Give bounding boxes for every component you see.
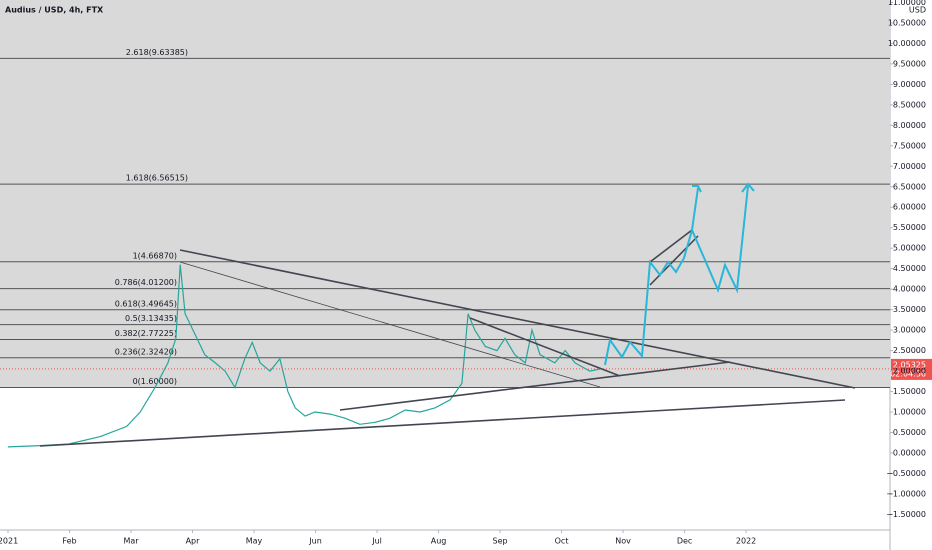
background [0, 0, 890, 388]
fib-label: 2.618(9.63385) [126, 48, 188, 57]
y-tick-label: 11.00000 [888, 0, 926, 7]
x-tick-label: Nov [615, 537, 631, 546]
x-tick-label: Jun [308, 537, 322, 546]
arrow-head [692, 185, 702, 193]
drawings [39, 182, 856, 447]
projection [604, 187, 699, 366]
trend-line [469, 317, 621, 377]
y-tick-label: 1.00000 [893, 408, 926, 417]
y-tick-label: 2.50000 [893, 346, 926, 355]
last-price-box [891, 358, 932, 380]
y-tick-label: 0.00000 [893, 448, 926, 457]
y-tick-label: 3.00000 [893, 326, 926, 335]
y-tick-label: 5.50000 [893, 223, 926, 232]
x-tick-label: Dec [677, 537, 692, 546]
fib-label: 0(1.60000) [133, 377, 177, 386]
x-tick-label: Apr [186, 537, 201, 546]
y-axis-label: USD [909, 6, 926, 15]
fib-label: 0.618(3.49645) [115, 299, 177, 308]
y-tick-label: 7.00000 [893, 162, 926, 171]
fib-label: 1(4.66870) [133, 251, 177, 260]
trend-line [179, 249, 856, 389]
x-tick-label: Oct [555, 537, 569, 546]
countdown: 02:04:56 [890, 369, 926, 378]
y-tick-label: 6.50000 [893, 182, 926, 191]
x-tick-label: Jul [371, 537, 382, 546]
level-fill [0, 0, 890, 388]
y-tick-label: 0.50000 [893, 428, 926, 437]
trend-line [339, 361, 731, 411]
y-tick-label: −0.50000 [886, 469, 926, 478]
price-axis [890, 0, 932, 550]
x-tick-label: Sep [493, 537, 508, 546]
trend-line [179, 261, 601, 388]
y-tick-label: 7.50000 [893, 141, 926, 150]
trend-line [39, 399, 846, 447]
y-tick-label: 2.00000 [893, 367, 926, 376]
arrow-head [741, 182, 755, 193]
y-tick-label: 10.50000 [888, 18, 926, 27]
y-tick-label: 1.50000 [893, 387, 926, 396]
y-tick-label: 4.50000 [893, 264, 926, 273]
x-tick-label: Feb [62, 537, 76, 546]
y-tick-label: 9.00000 [893, 80, 926, 89]
fib-label: 0.786(4.01200) [115, 278, 177, 287]
y-tick-label: −1.00000 [886, 489, 926, 498]
x-tick-label: Aug [431, 537, 447, 546]
chart-title: Audius / USD, 4h, FTX [5, 6, 104, 15]
channel-line [649, 229, 693, 263]
x-tick-label: 2022 [736, 537, 756, 546]
y-tick-label: 4.00000 [893, 285, 926, 294]
plot: 2.618(9.63385) 1.618(6.56515) 1(4.66870) 0.… [0, 48, 890, 448]
projection [691, 185, 749, 294]
y-tick-label: −1.50000 [886, 510, 926, 519]
y-tick-label: 8.50000 [893, 100, 926, 109]
x-tick-label: May [246, 537, 263, 546]
y-tick-label: 6.00000 [893, 203, 926, 212]
y-tick-label: 9.50000 [893, 59, 926, 68]
y-tick-label: 10.00000 [888, 39, 926, 48]
fib-label: 0.382(2.77225) [115, 329, 177, 338]
channel-line [649, 235, 699, 286]
fib-label: 1.618(6.56515) [126, 174, 188, 183]
y-tick-label: 5.00000 [893, 244, 926, 253]
x-tick-label: 2021 [0, 537, 18, 546]
x-tick-label: Mar [123, 537, 139, 546]
fib-label: 0.236(2.32420) [115, 347, 177, 356]
price-line [7, 264, 601, 448]
y-tick-label: 8.00000 [893, 121, 926, 130]
last-price-label: 2.05325 [893, 360, 926, 369]
fib-label: 0.5(3.13435) [125, 314, 177, 323]
y-tick-label: 3.50000 [893, 305, 926, 314]
